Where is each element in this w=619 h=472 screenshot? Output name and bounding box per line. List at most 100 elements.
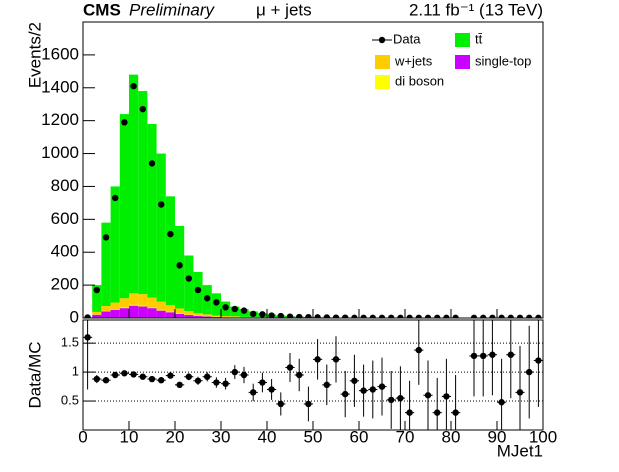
legend-label: Data [393,31,421,46]
bar-segment [129,74,139,294]
data-point [535,314,542,318]
ratio-point [158,377,165,384]
y-tick-label: 0 [70,307,79,326]
data-point [452,314,459,318]
data-point [130,82,137,90]
bar-segment [230,316,240,318]
y-tick-label: 200 [51,275,79,294]
bar-segment [239,316,249,318]
bar-segment [202,316,212,318]
bar-segment [129,305,139,318]
bar-segment [101,311,111,318]
x-tick-label: 30 [212,427,231,446]
data-point [250,310,257,318]
ratio-point [489,351,496,358]
data-point [443,314,450,318]
bar-segment [221,316,231,318]
bar-segment [147,307,157,309]
ratio-point [148,375,156,383]
data-point [176,262,183,269]
data-point [360,314,367,318]
ratio-point [277,400,284,408]
ratio-point [121,370,128,377]
y-tick-label: 0.5 [61,392,79,407]
bar-segment [110,309,120,318]
data-point [93,286,101,294]
ratio-point [204,373,211,380]
data-point [406,314,413,318]
ratio-point [167,372,174,379]
ratio-point [526,368,533,376]
x-tick-label: 70 [396,427,415,446]
bar-segment [119,307,129,309]
ratio-point [185,373,192,380]
x-tick-label: 100 [529,427,557,446]
data-point [526,314,533,318]
ratio-point [378,383,386,390]
data-point [415,314,422,318]
bar-segment [138,91,148,295]
ratio-point [250,389,257,396]
ratio-point [342,390,349,398]
bar-segment [101,305,111,311]
data-point [342,314,349,318]
ratio-point [415,346,422,354]
ratio-point [240,371,248,379]
data-point [102,234,110,241]
legend-swatch [455,33,470,47]
data-point [277,312,284,318]
data-point [158,201,165,208]
data-point [204,295,211,302]
ratio-point [213,379,220,386]
data-point [139,105,146,113]
bar-segment [202,314,212,317]
ratio-point [130,371,137,378]
ratio-point [406,409,413,416]
bar-segment [156,309,166,311]
data-point [332,314,340,318]
upper-frame [82,21,544,319]
ratio-point [259,379,266,386]
y-tick-label: 400 [51,242,79,261]
data-point [378,314,386,318]
bar-segment [129,304,139,306]
ratio-point [231,368,238,376]
bar-segment [138,305,148,307]
ratio-point [452,409,459,416]
bar-segment [92,285,102,312]
data-point [397,314,404,318]
bar-segment [110,186,120,303]
ratio-point [470,352,478,360]
data-point [480,314,487,318]
legend-swatch [375,75,390,89]
bar-segment [119,298,129,308]
data-point [213,299,220,306]
y-tick-label: 600 [51,209,79,228]
legend-swatch [375,55,390,69]
bar-segment [156,153,166,302]
y-tick-label: 1200 [41,110,79,129]
ratio-point [351,377,358,384]
bar-segment [101,222,111,306]
bar-segment [165,196,175,306]
legend-label: di boson [395,73,444,88]
bar-segment [175,313,185,318]
ratio-point [305,400,312,408]
bar-segment [184,255,194,312]
data-point [434,314,441,318]
bar-segment [147,297,157,308]
bar-segment [165,312,175,318]
data-point [84,314,91,318]
data-point [296,313,303,318]
data-point [259,311,266,318]
data-point [498,314,505,318]
data-point [351,314,358,318]
data-point [305,313,312,318]
bar-segment [92,311,102,315]
data-point [268,312,275,318]
data-point [194,286,202,294]
data-point [314,314,321,318]
lower-plot [83,320,543,430]
